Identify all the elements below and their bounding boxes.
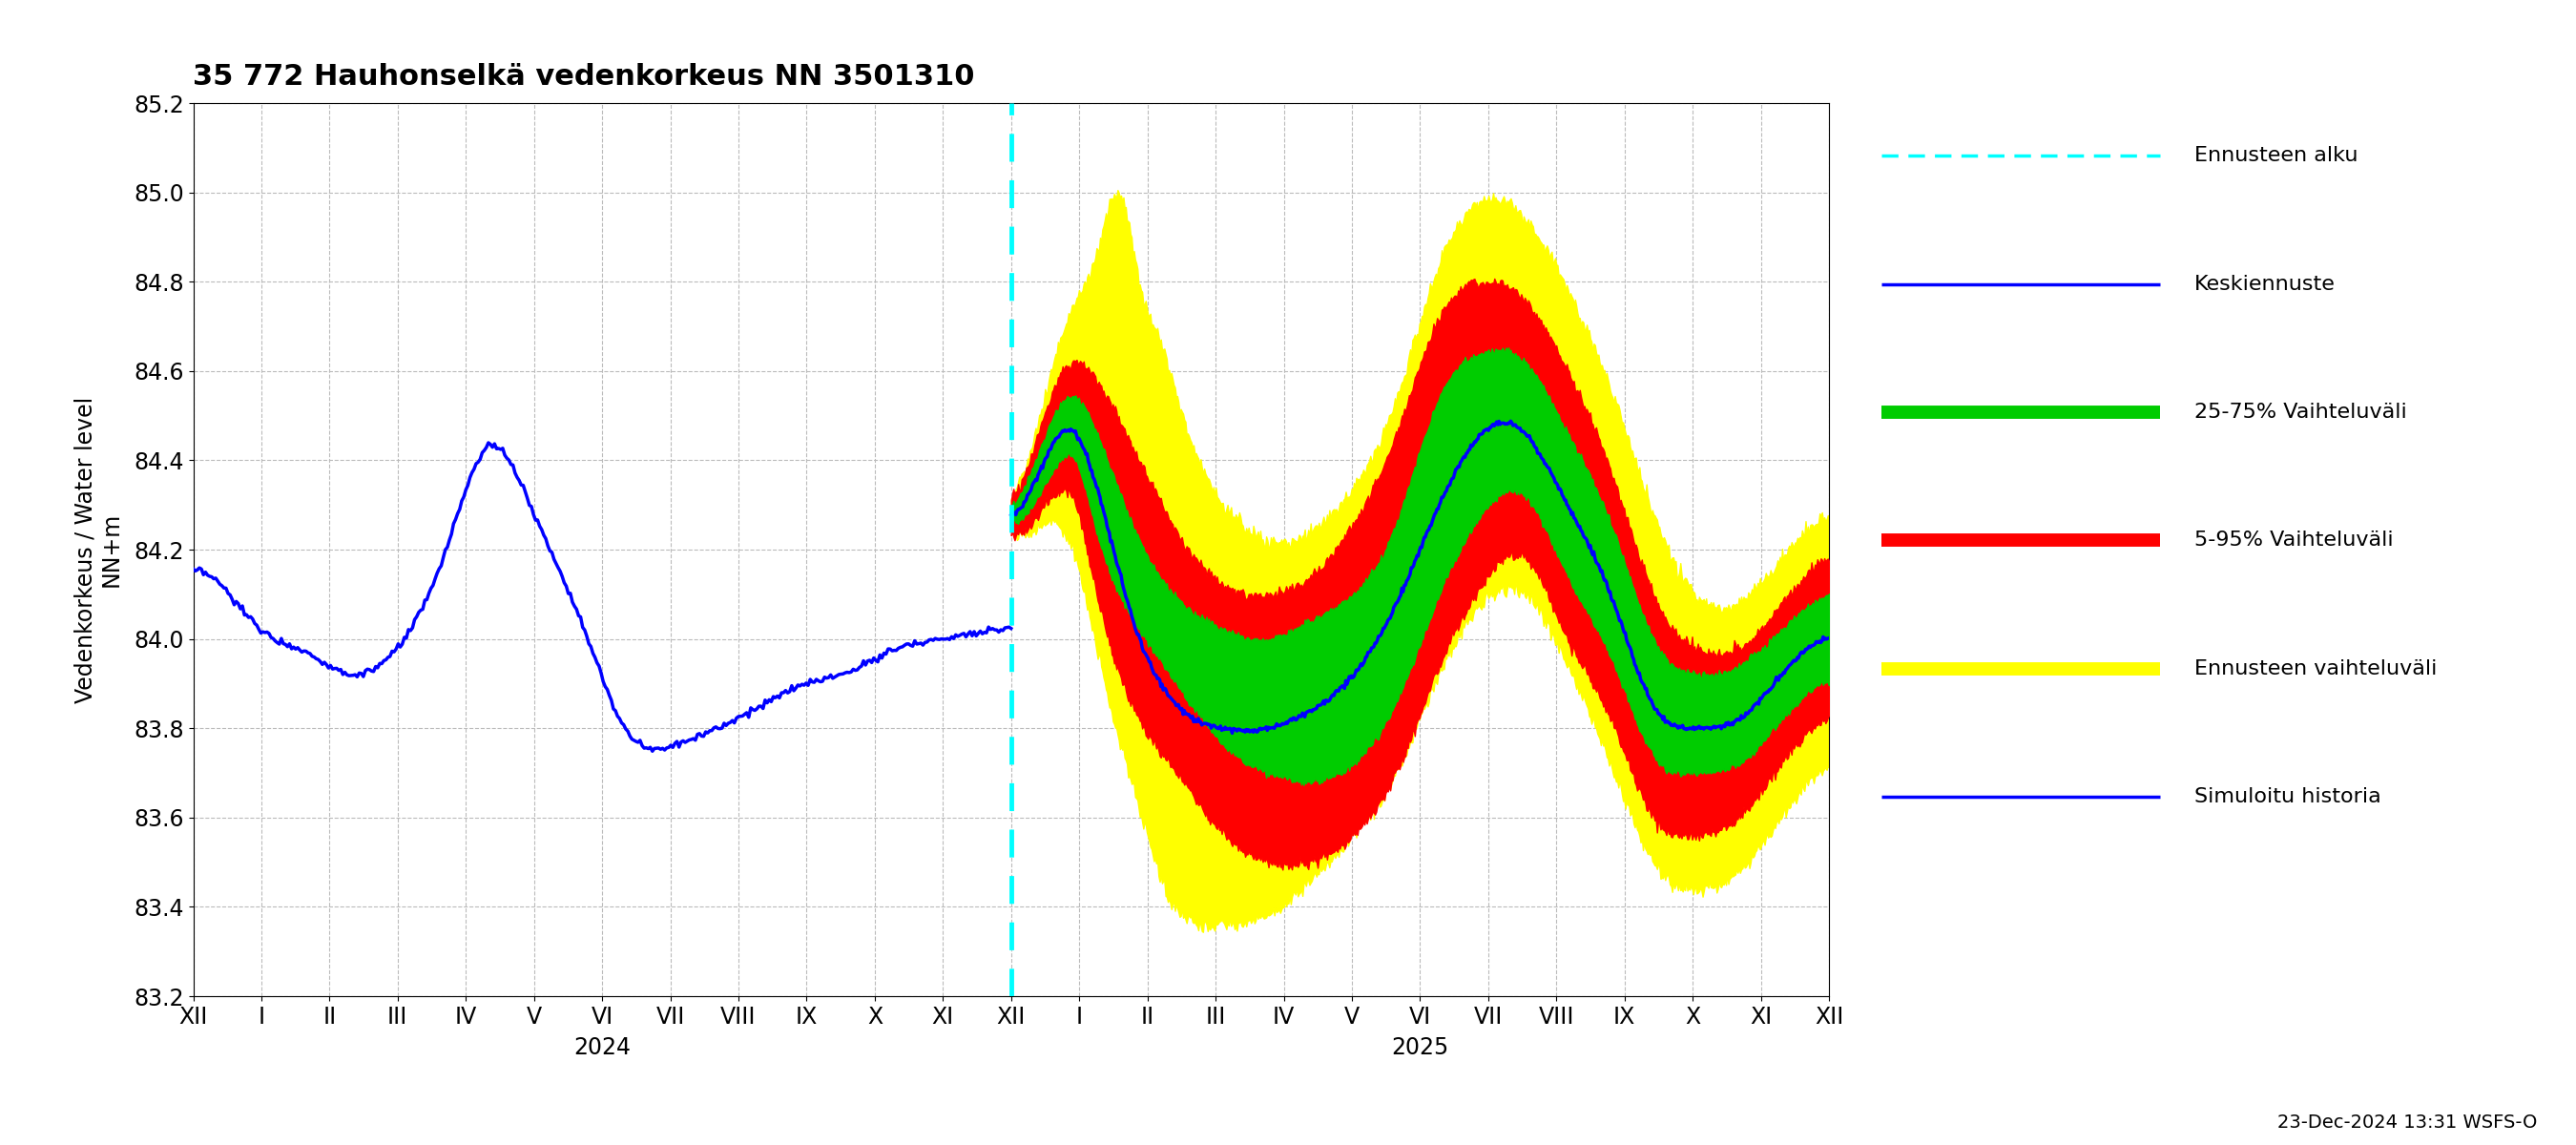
Text: 2025: 2025 (1391, 1036, 1448, 1059)
Text: Ennusteen alku: Ennusteen alku (2195, 147, 2357, 165)
Text: Keskiennuste: Keskiennuste (2195, 275, 2336, 293)
Text: 23-Dec-2024 13:31 WSFS-O: 23-Dec-2024 13:31 WSFS-O (2277, 1113, 2537, 1131)
Y-axis label: Vedenkorkeus / Water level
NN+m: Vedenkorkeus / Water level NN+m (75, 396, 124, 703)
Text: 25-75% Vaihteluväli: 25-75% Vaihteluväli (2195, 403, 2406, 421)
Text: 2024: 2024 (574, 1036, 631, 1059)
Text: 35 772 Hauhonselkä vedenkorkeus NN 3501310: 35 772 Hauhonselkä vedenkorkeus NN 35013… (193, 63, 976, 90)
Text: Simuloitu historia: Simuloitu historia (2195, 788, 2380, 806)
Text: 5-95% Vaihteluväli: 5-95% Vaihteluväli (2195, 531, 2393, 550)
Text: Ennusteen vaihteluväli: Ennusteen vaihteluväli (2195, 660, 2437, 678)
